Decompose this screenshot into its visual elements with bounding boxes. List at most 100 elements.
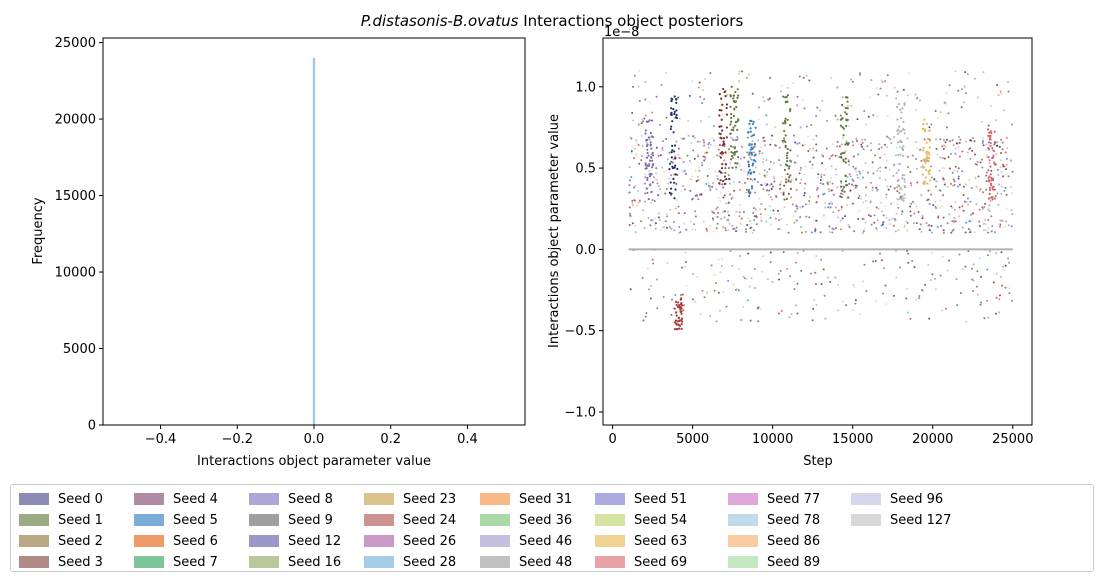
histogram-x-axis-label: Interactions object parameter value: [197, 454, 431, 469]
trace-streak-point: [651, 119, 654, 122]
legend-label: Seed 16: [288, 554, 342, 570]
trace-point: [780, 180, 783, 183]
trace-streak-point: [736, 94, 740, 97]
trace-streak-point: [753, 178, 756, 181]
trace-panel: 0 5000 10000 15000 20000 25000 −1.0−0.50.00.5…: [547, 25, 1033, 469]
trace-point: [970, 187, 973, 190]
trace-streak-point: [924, 176, 927, 179]
trace-point: [637, 201, 640, 204]
trace-point: [916, 97, 919, 100]
trace-point: [976, 96, 979, 99]
trace-streak-point: [789, 109, 792, 113]
trace-point: [751, 179, 754, 182]
trace-point: [869, 181, 872, 184]
trace-point: [862, 141, 865, 144]
trace-streak-point: [722, 87, 725, 91]
trace-streak-point: [841, 103, 844, 107]
trace-point: [889, 185, 892, 188]
trace-point: [819, 163, 822, 166]
trace-point: [817, 195, 820, 198]
trace-point: [742, 210, 745, 213]
trace-streak-point: [651, 154, 655, 157]
trace-streak-point: [896, 129, 899, 132]
legend-label: Seed 4: [173, 491, 218, 507]
trace-streak-point: [721, 179, 725, 183]
trace-streak-point: [750, 119, 753, 123]
trace-point: [915, 205, 918, 208]
trace-streak-point: [990, 179, 993, 182]
trace-y-tick-label: 0.0: [575, 243, 596, 258]
trace-point: [737, 289, 740, 292]
trace-point: [961, 150, 964, 153]
trace-point: [988, 159, 991, 162]
trace-point: [881, 210, 884, 213]
trace-point: [915, 141, 918, 144]
trace-point: [778, 219, 781, 222]
trace-point: [673, 229, 676, 232]
trace-point: [949, 167, 952, 170]
trace-point: [717, 148, 720, 151]
trace-point: [634, 185, 637, 188]
trace-point: [822, 268, 825, 271]
trace-point: [770, 183, 773, 186]
legend-label: Seed 69: [634, 554, 688, 570]
trace-point: [881, 221, 884, 224]
trace-point: [890, 218, 893, 221]
trace-streak-point: [748, 122, 751, 125]
trace-point: [681, 137, 684, 140]
legend-label: Seed 2: [58, 533, 103, 549]
trace-axes-frame: [602, 37, 1033, 426]
trace-point: [822, 183, 825, 186]
trace-point: [976, 293, 979, 296]
trace-point: [1007, 175, 1010, 178]
trace-point: [762, 157, 765, 160]
trace-point: [1004, 286, 1007, 289]
trace-point: [773, 126, 776, 129]
trace-point: [976, 160, 979, 163]
trace-point: [708, 187, 711, 190]
trace-point: [772, 209, 775, 212]
trace-point: [661, 166, 664, 169]
trace-point: [707, 146, 710, 149]
trace-point: [999, 90, 1002, 93]
trace-streak-point: [674, 311, 678, 314]
trace-point: [956, 185, 959, 188]
trace-point: [741, 156, 744, 159]
trace-point: [979, 303, 982, 306]
trace-point: [758, 198, 761, 201]
trace-point: [753, 229, 756, 232]
trace-streak-point: [989, 130, 992, 133]
trace-streak-point: [748, 195, 751, 198]
trace-point: [881, 81, 884, 84]
trace-streak-point: [730, 85, 733, 88]
trace-point: [969, 200, 972, 203]
trace-point: [918, 149, 921, 152]
trace-point: [849, 189, 852, 192]
trace-point: [686, 154, 689, 157]
trace-point: [791, 203, 794, 206]
trace-streak-point: [674, 319, 678, 322]
trace-point: [630, 176, 633, 179]
trace-point: [654, 178, 657, 181]
trace-point: [670, 174, 673, 177]
trace-point: [743, 181, 746, 184]
trace-point: [712, 219, 715, 222]
legend-item: Seed 8: [249, 489, 333, 509]
trace-point: [650, 219, 653, 222]
trace-point: [965, 221, 968, 224]
histogram-x-tick-label: 0.2: [380, 432, 401, 447]
trace-point: [700, 120, 703, 123]
trace-point: [832, 228, 835, 231]
trace-point: [727, 202, 730, 205]
trace-streak-point: [672, 131, 675, 134]
trace-point: [948, 259, 951, 262]
trace-streak-point: [786, 151, 789, 155]
trace-point: [803, 194, 806, 197]
trace-point: [755, 215, 758, 218]
trace-point: [865, 290, 868, 293]
trace-streak-point: [991, 188, 995, 191]
trace-point: [720, 217, 723, 220]
trace-point: [882, 214, 885, 217]
trace-point: [983, 219, 986, 222]
trace-point: [972, 289, 975, 292]
